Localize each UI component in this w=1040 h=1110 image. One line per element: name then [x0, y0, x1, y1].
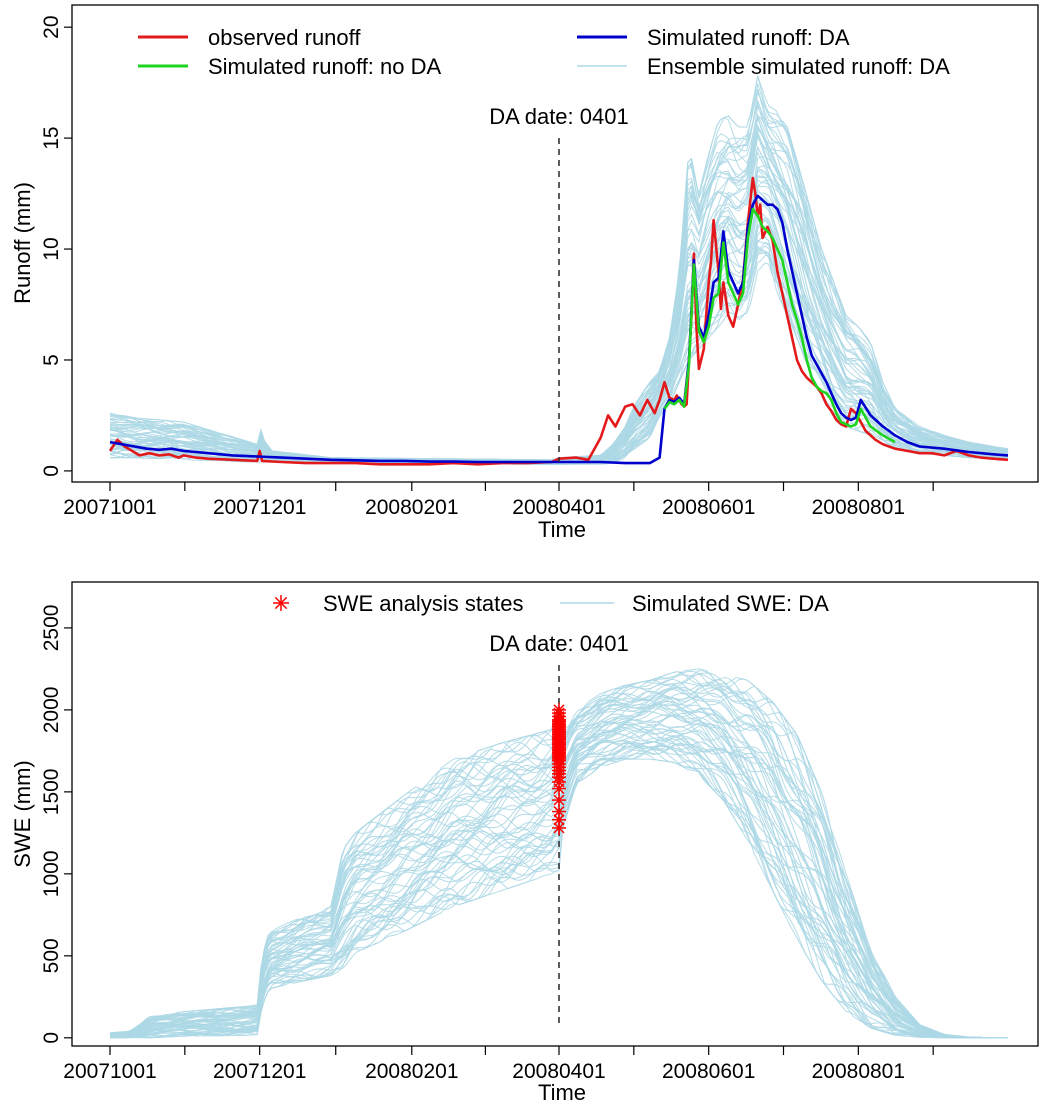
legend-label-observed: observed runoff: [208, 25, 361, 50]
legend-entry-simulated-no-da: Simulated runoff: no DA: [138, 54, 441, 79]
swe-x-tick-label: 20080601: [662, 1060, 755, 1083]
legend-asterisk-stroke: [274, 596, 288, 610]
swe-x-tick-label: 20080201: [365, 1060, 458, 1083]
swe-y-tick-label: 2000: [40, 687, 63, 734]
runoff-y-axis-title: Runoff (mm): [10, 182, 35, 304]
swe-x-tick-label: 20071001: [63, 1060, 156, 1083]
swe-analysis-point-stroke: [553, 822, 565, 834]
runoff-x-tick-label: 20071201: [213, 496, 306, 519]
swe-y-axis-title: SWE (mm): [10, 760, 35, 868]
legend-asterisk: [273, 595, 289, 611]
swe-analysis-points: [552, 702, 566, 835]
legend-swatch-swe-analysis: [273, 595, 289, 611]
runoff-x-axis: 20071001 20071201 20080201 20080401 20080601…: [63, 482, 934, 519]
swe-y-tick-label: 1000: [40, 850, 63, 897]
series-line-simulated-runoff-da: [109, 194, 1009, 465]
legend-label-swe-analysis: SWE analysis states: [323, 591, 524, 616]
series-line-simulated-runoff-no-da: [663, 207, 896, 444]
swe-x-tick-label: 20080801: [812, 1060, 905, 1083]
runoff-y-tick-label: 15: [40, 126, 63, 149]
runoff-da-marker: DA date: 0401: [489, 104, 629, 462]
legend-label-ensemble: Ensemble simulated runoff: DA: [647, 54, 950, 79]
runoff-x-axis-title: Time: [538, 517, 586, 542]
runoff-y-tick-label: 0: [40, 465, 63, 477]
swe-y-tick-label: 2500: [40, 605, 63, 652]
legend-label-simulated-swe: Simulated SWE: DA: [632, 591, 829, 616]
legend-entry-ensemble: Ensemble simulated runoff: DA: [577, 54, 950, 79]
runoff-ensemble-member: [110, 245, 1009, 465]
swe-y-axis: 0 500 1000 1500 2000 2500: [40, 605, 72, 1044]
swe-x-axis: 20071001 20071201 20080201 20080401 20080601…: [63, 1046, 934, 1083]
runoff-plot-box: [71, 4, 1039, 483]
swe-analysis-point: [552, 702, 566, 717]
runoff-x-tick-label: 20080401: [512, 496, 605, 519]
runoff-y-tick-label: 20: [40, 16, 63, 39]
runoff-da-date-label: DA date: 0401: [489, 104, 628, 129]
legend-entry-simulated-da: Simulated runoff: DA: [577, 25, 850, 50]
swe-ensemble-member: [110, 745, 1008, 1039]
legend-entry-observed-runoff: observed runoff: [138, 25, 361, 50]
swe-da-date-label: DA date: 0401: [489, 631, 628, 656]
swe-analysis-point: [552, 820, 566, 835]
runoff-x-tick-label: 20071001: [63, 496, 156, 519]
swe-y-tick-label: 500: [40, 938, 63, 973]
swe-legend: SWE analysis states Simulated SWE: DA: [273, 591, 829, 616]
swe-analysis-point-stroke: [553, 794, 565, 806]
swe-analysis-point-stroke: [553, 806, 565, 818]
runoff-x-tick-label: 20080601: [662, 496, 755, 519]
legend-label-simulated-da: Simulated runoff: DA: [647, 25, 850, 50]
runoff-legend: observed runoff Simulated runoff: DA Sim…: [138, 25, 950, 79]
swe-analysis-point-stroke: [553, 704, 565, 716]
series-line-observed-runoff: [108, 176, 1009, 466]
runoff-series-lines: [108, 176, 1009, 466]
swe-plot-box: [71, 581, 1039, 1047]
swe-x-tick-label: 20071201: [213, 1060, 306, 1083]
legend-entry-simulated-swe: Simulated SWE: DA: [560, 591, 829, 616]
swe-panel: DA date: 0401 0 500 1000 1500 2000 2500 20071…: [10, 581, 1039, 1105]
swe-x-tick-label: 20080401: [512, 1060, 605, 1083]
legend-entry-swe-analysis: SWE analysis states: [273, 591, 524, 616]
runoff-y-axis: 0 5 10 15 20: [40, 16, 72, 477]
swe-analysis-point-stroke: [553, 814, 565, 826]
swe-y-tick-label: 0: [40, 1032, 63, 1044]
runoff-x-tick-label: 20080801: [812, 496, 905, 519]
swe-y-tick-label: 1500: [40, 769, 63, 816]
runoff-y-tick-label: 5: [40, 354, 63, 366]
legend-label-simulated-no-da: Simulated runoff: no DA: [208, 54, 441, 79]
swe-x-axis-title: Time: [538, 1080, 586, 1105]
runoff-x-tick-label: 20080201: [365, 496, 458, 519]
runoff-y-tick-label: 10: [40, 237, 63, 260]
